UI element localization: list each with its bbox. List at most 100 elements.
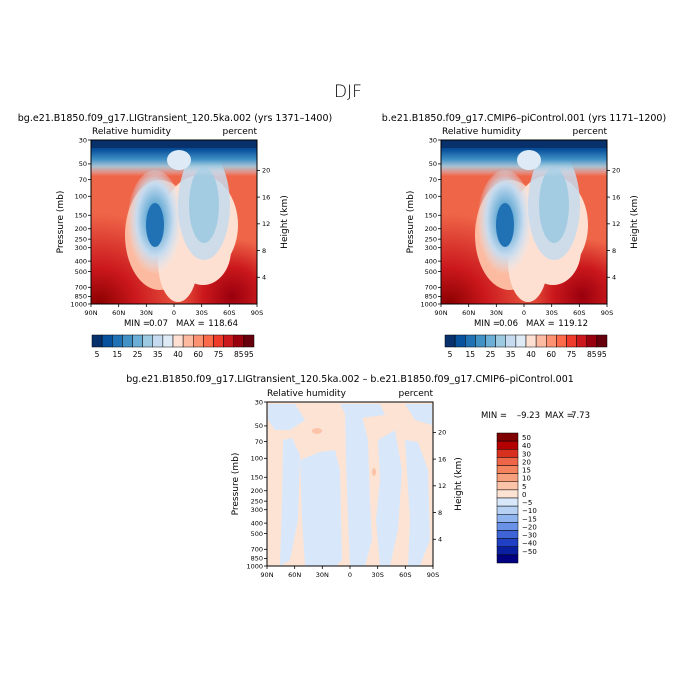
colorbar-label: 15 (522, 467, 531, 475)
y-tick-label: 250 (251, 497, 263, 505)
colorbar-swatch (496, 530, 519, 539)
y-tick-label: 50 (255, 422, 263, 430)
min-label: MIN = (481, 411, 507, 421)
colorbar-label: −20 (522, 523, 537, 531)
panel-title: bg.e21.B1850.f09_g17.LIGtransient_120.5k… (18, 113, 332, 124)
y2-tick-label: 16 (438, 455, 446, 463)
colorbar-swatch (596, 334, 608, 348)
x-tick-label: 30N (140, 309, 153, 317)
y-tick-label: 150 (251, 474, 263, 482)
colorbar-swatch (465, 334, 476, 348)
colorbar-swatch (535, 334, 547, 348)
colorbar-label: −10 (522, 507, 537, 515)
colorbar-label: 60 (194, 350, 204, 359)
max-value: 118.64 (208, 319, 238, 329)
y-tick-label: 100 (75, 193, 87, 201)
y-tick-label: 500 (425, 268, 437, 276)
y-tick-label: 50 (429, 160, 437, 168)
y-tick-label: 700 (425, 284, 437, 292)
units-label: percent (399, 389, 434, 399)
colorbar-swatch (122, 334, 133, 348)
variable-label: Relative humidity (442, 127, 522, 137)
colorbar-swatch (496, 546, 519, 556)
colorbar-label: −5 (522, 499, 532, 507)
y-tick-label: 500 (251, 530, 263, 538)
y2-tick-label: 4 (612, 274, 616, 282)
y-tick-label: 250 (425, 235, 437, 243)
colorbar-swatch (546, 334, 557, 348)
heatmap-field (267, 402, 433, 566)
x-tick-label: 30S (371, 571, 383, 579)
y2-tick-label: 20 (438, 429, 446, 437)
colorbar-label: 0 (522, 491, 526, 499)
colorbar-swatch (496, 432, 519, 442)
colorbar-label: −30 (522, 532, 537, 540)
y2-axis-label: Height (km) (454, 457, 464, 511)
x-tick-label: 90S (251, 309, 263, 317)
colorbar-swatch (223, 334, 234, 348)
colorbar-swatch (496, 473, 519, 482)
colorbar-swatch (496, 505, 519, 515)
colorbar-swatch (475, 334, 486, 348)
colorbar-swatch (193, 334, 204, 348)
colorbar-label: −15 (522, 515, 537, 523)
colorbar-swatch (586, 334, 598, 348)
colorbar-swatch (515, 334, 527, 348)
x-tick-label: 60S (399, 571, 411, 579)
colorbar-swatch (556, 334, 567, 348)
min-value: 0.06 (499, 319, 518, 329)
y-axis-label: Pressure (mb) (406, 191, 416, 254)
y-tick-label: 30 (255, 398, 263, 406)
colorbar-swatch (496, 522, 519, 531)
panel-0-ticks: 90N 60N 30N 0 30S 60S 90S 30 50 70 100 150 200 250300… (70, 136, 270, 317)
y-tick-label: 30 (429, 136, 437, 144)
y2-tick-label: 8 (438, 509, 442, 517)
colorbar-label: 20 (522, 458, 531, 466)
min-value: –9.23 (517, 411, 540, 421)
y2-tick-label: 4 (438, 536, 442, 544)
units-label: percent (573, 127, 608, 137)
variable-label: Relative humidity (92, 127, 172, 137)
colorbar-swatch (162, 334, 174, 348)
colorbar-swatch (91, 334, 103, 348)
colorbar-swatch (496, 481, 519, 491)
colorbar-swatch (213, 334, 224, 348)
y2-tick-label: 20 (612, 167, 620, 175)
y-tick-label: 300 (251, 506, 263, 514)
panel-lig-transient: bg.e21.B1850.f09_g17.LIGtransient_120.5k… (18, 113, 332, 329)
x-tick-label: 60N (288, 571, 301, 579)
y2-tick-label: 4 (262, 274, 266, 282)
x-tick-label: 0 (522, 309, 526, 317)
y2-tick-label: 16 (612, 193, 620, 201)
y-tick-label: 1000 (420, 300, 437, 308)
colorbar-swatch (566, 334, 577, 348)
colorbar-label: 25 (133, 350, 143, 359)
y-tick-label: 1000 (70, 300, 87, 308)
max-label: MAX = (526, 319, 555, 329)
colorbar-swatch (525, 334, 537, 348)
y-tick-label: 100 (251, 455, 263, 463)
colorbar-label: 60 (547, 350, 557, 359)
y-tick-label: 300 (75, 244, 87, 252)
y-tick-label: 100 (425, 193, 437, 201)
min-label: MIN = (474, 319, 500, 329)
colorbar-label: 25 (486, 350, 496, 359)
y-tick-label: 150 (75, 212, 87, 220)
y-tick-label: 1000 (246, 562, 263, 570)
colorbar-swatch (182, 334, 194, 348)
axis-ticks: 90N 60N 30N 0 30S 60S 90S305070100150200250300… (70, 136, 620, 579)
colorbar-label: 40 (522, 442, 531, 450)
variable-label: Relative humidity (267, 389, 347, 399)
x-tick-label: 60S (223, 309, 235, 317)
y-tick-label: 150 (425, 212, 437, 220)
colorbar-label: 95 (244, 350, 254, 359)
panel-1-ticks: 90N 60N 30N 0 30S 60S 90S 30 50 70 100 150 200 250300… (420, 136, 620, 317)
x-tick-label: 60N (462, 309, 475, 317)
y-tick-label: 850 (251, 555, 263, 563)
y-tick-label: 300 (425, 244, 437, 252)
colorbar-swatch (495, 334, 506, 348)
x-tick-label: 30N (490, 309, 503, 317)
colorbar-label: 35 (153, 350, 163, 359)
